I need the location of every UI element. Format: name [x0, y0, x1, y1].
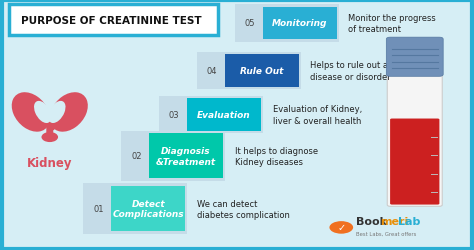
Text: PURPOSE OF CREATININE TEST: PURPOSE OF CREATININE TEST — [21, 16, 202, 26]
Ellipse shape — [48, 102, 65, 124]
Text: Helps to rule out any
disease or disorder: Helps to rule out any disease or disorde… — [310, 61, 399, 81]
Text: Monitoring: Monitoring — [272, 19, 328, 28]
FancyBboxPatch shape — [85, 186, 111, 231]
Text: Book: Book — [356, 216, 387, 226]
Circle shape — [329, 221, 353, 234]
FancyBboxPatch shape — [83, 184, 187, 234]
FancyBboxPatch shape — [237, 8, 263, 40]
Ellipse shape — [41, 132, 58, 142]
Text: Rule Out: Rule Out — [240, 67, 283, 76]
Text: meri: meri — [380, 216, 409, 226]
Text: Evaluation: Evaluation — [197, 110, 251, 120]
Text: 03: 03 — [169, 110, 180, 120]
Text: We can detect
diabetes complication: We can detect diabetes complication — [197, 199, 290, 219]
Text: 05: 05 — [245, 19, 255, 28]
FancyBboxPatch shape — [149, 134, 223, 179]
FancyBboxPatch shape — [235, 5, 339, 43]
FancyBboxPatch shape — [121, 131, 225, 181]
Ellipse shape — [34, 102, 51, 124]
FancyBboxPatch shape — [159, 96, 263, 134]
Text: Best Labs, Great offers: Best Labs, Great offers — [356, 230, 417, 235]
Text: Monitor the progress
of treatment: Monitor the progress of treatment — [348, 14, 436, 34]
FancyBboxPatch shape — [111, 186, 185, 231]
Ellipse shape — [12, 93, 50, 132]
Text: Lab: Lab — [398, 216, 420, 226]
Text: Detect
Complications: Detect Complications — [112, 199, 184, 218]
FancyBboxPatch shape — [9, 5, 218, 36]
Text: 01: 01 — [93, 204, 104, 213]
FancyBboxPatch shape — [225, 55, 299, 88]
FancyBboxPatch shape — [263, 8, 337, 40]
FancyBboxPatch shape — [197, 52, 301, 90]
Text: ✓: ✓ — [337, 222, 346, 232]
Ellipse shape — [50, 93, 88, 132]
Text: 02: 02 — [131, 152, 142, 161]
FancyBboxPatch shape — [390, 119, 439, 205]
FancyBboxPatch shape — [199, 55, 225, 88]
Text: Kidney: Kidney — [27, 156, 73, 169]
FancyBboxPatch shape — [187, 99, 261, 131]
Text: It helps to diagnose
Kidney diseases: It helps to diagnose Kidney diseases — [235, 146, 318, 166]
Text: 04: 04 — [207, 67, 218, 76]
FancyBboxPatch shape — [161, 99, 187, 131]
FancyBboxPatch shape — [123, 134, 149, 179]
FancyBboxPatch shape — [386, 38, 443, 77]
FancyBboxPatch shape — [387, 68, 442, 206]
Text: Diagnosis
&Treatment: Diagnosis &Treatment — [156, 146, 216, 166]
Text: Evaluation of Kidney,
liver & overall health: Evaluation of Kidney, liver & overall he… — [273, 105, 362, 125]
